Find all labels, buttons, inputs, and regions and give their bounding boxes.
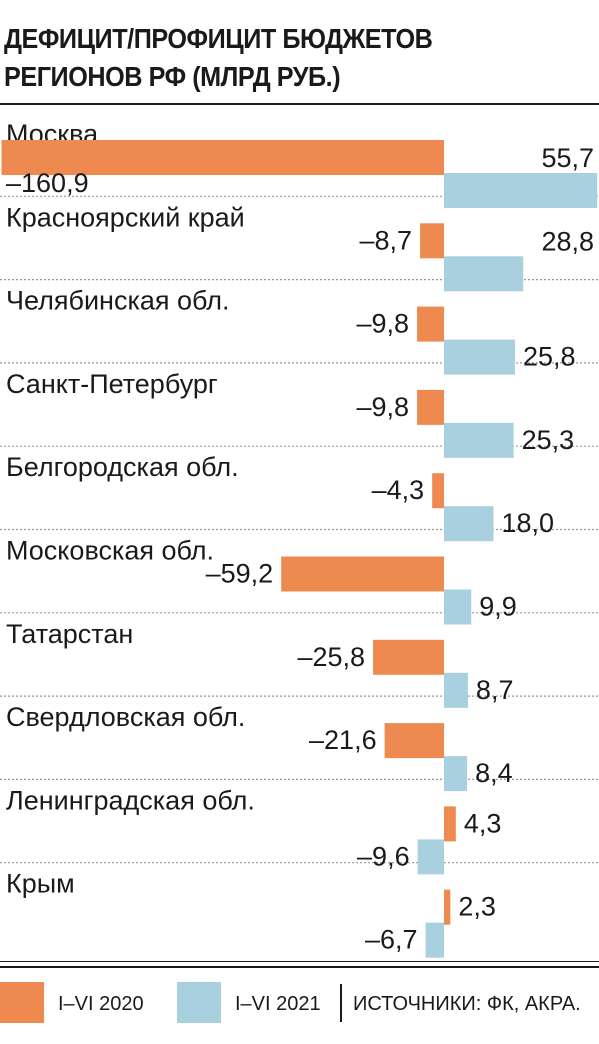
bar-2020 — [281, 556, 444, 592]
bar-2021 — [444, 756, 468, 792]
legend-swatch-2020 — [0, 982, 44, 1023]
chart-row: Крым 2,3 –6,7 — [6, 869, 496, 958]
bar-2021 — [444, 173, 598, 208]
value-label-2020: –59,2 — [206, 559, 274, 589]
value-label-2021: 25,3 — [522, 425, 575, 455]
legend-swatch-2021 — [177, 982, 221, 1023]
chart-title: ДЕФИЦИТ/ПРОФИЦИТ БЮДЖЕТОВ РЕГИОНОВ РФ (М… — [4, 20, 535, 96]
legend: I–VI 2020 I–VI 2021 ИСТОЧНИКИ: ФК, АКРА. — [0, 962, 599, 1032]
source-note: ИСТОЧНИКИ: ФК, АКРА. — [353, 993, 581, 1015]
category-label: Челябинская обл. — [6, 286, 230, 316]
value-label-2020: –4,3 — [372, 475, 425, 505]
bar-2020 — [432, 473, 444, 509]
legend-label-2021: I–VI 2021 — [235, 993, 321, 1015]
value-label-2021: –6,7 — [365, 925, 418, 955]
bar-2021 — [425, 922, 444, 958]
category-label: Татарстан — [6, 619, 133, 649]
chart-row: Московская обл.–59,2 9,9 — [6, 536, 517, 625]
chart-row: Белгородская обл. –4,3 18,0 — [6, 452, 555, 542]
bar-2020 — [417, 306, 444, 342]
category-label: Ленинградская обл. — [6, 785, 255, 815]
chart-row: Свердловская обл. –21,6 8,4 — [6, 702, 513, 792]
value-label-2020: –160,9 — [6, 168, 89, 198]
value-label-2020: 4,3 — [464, 808, 502, 838]
value-label-2020: –25,8 — [297, 642, 365, 672]
value-label-2020: –9,8 — [356, 309, 409, 339]
chart-row: Челябинская обл. –9,8 25,8 — [6, 286, 576, 375]
chart-title-line-2: РЕГИОНОВ РФ (МЛРД РУБ.) — [4, 61, 341, 92]
value-label-2020: 2,3 — [458, 892, 496, 922]
value-label-2021: 9,9 — [479, 592, 517, 622]
bar-2020 — [420, 223, 444, 259]
bar-2020 — [417, 389, 444, 425]
value-label-2021: 25,8 — [523, 342, 576, 372]
bar-2020 — [384, 723, 444, 759]
value-label-2020: –21,6 — [309, 725, 377, 755]
value-label-2021: 18,0 — [502, 508, 555, 538]
bar-2021 — [444, 589, 472, 625]
bar-2021 — [444, 506, 494, 542]
bar-2020 — [444, 889, 451, 925]
bar-2020 — [1, 140, 445, 175]
bottom-rule — [0, 966, 599, 968]
chart-row: Москва–160,955,7 — [1, 119, 598, 208]
bar-2021 — [444, 256, 524, 292]
value-label-2021: 55,7 — [541, 143, 594, 173]
chart-title-line-1: ДЕФИЦИТ/ПРОФИЦИТ БЮДЖЕТОВ — [4, 23, 433, 54]
category-label: Санкт-Петербург — [6, 369, 218, 399]
value-label-2021: 8,4 — [475, 758, 513, 788]
category-label: Красноярский край — [6, 202, 245, 232]
legend-label-2020: I–VI 2020 — [58, 993, 144, 1015]
chart-row: Ленинградская обл. 4,3 –9,6 — [6, 785, 502, 875]
category-label: Свердловская обл. — [6, 702, 245, 732]
value-label-2021: 28,8 — [541, 226, 594, 256]
bar-2021 — [417, 839, 444, 875]
bar-2020 — [373, 639, 444, 675]
value-label-2020: –8,7 — [360, 225, 413, 255]
category-label: Крым — [6, 869, 75, 899]
chart-row: Татарстан –25,8 8,7 — [6, 619, 513, 708]
bar-2020 — [444, 806, 456, 842]
row-dividers — [0, 103, 599, 962]
bar-2021 — [444, 339, 515, 375]
chart-row: Красноярский край –8,7 28,8 — [6, 202, 594, 292]
category-label: Московская обл. — [6, 536, 214, 566]
chart-row: Санкт-Петербург –9,8 25,3 — [6, 369, 574, 458]
bar-2021 — [444, 672, 468, 708]
legend-divider — [340, 984, 342, 1022]
value-label-2021: –9,6 — [357, 841, 410, 871]
bar-2021 — [444, 422, 514, 458]
value-label-2021: 8,7 — [476, 675, 514, 705]
category-label: Белгородская обл. — [6, 452, 239, 482]
value-label-2020: –9,8 — [356, 392, 409, 422]
